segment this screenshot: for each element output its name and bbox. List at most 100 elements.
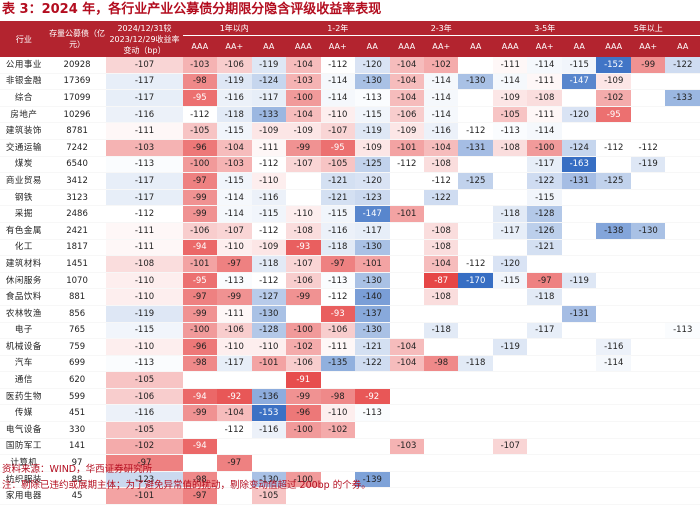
yield-cell: -108 bbox=[423, 222, 459, 240]
yield-cell: -106 bbox=[182, 222, 218, 240]
yield-cell bbox=[320, 371, 355, 389]
yield-cell: -112 bbox=[217, 421, 252, 439]
yield-cell: -117 bbox=[527, 156, 562, 174]
yield-cell bbox=[320, 438, 355, 456]
yield-cell bbox=[630, 305, 666, 323]
yield-cell: -105 bbox=[492, 106, 528, 124]
yield-cell: -114 bbox=[527, 57, 562, 74]
yield-cell bbox=[389, 222, 424, 240]
balance-cell: 620 bbox=[47, 371, 107, 389]
yield-cell: -95 bbox=[182, 89, 218, 107]
yield-cell: -118 bbox=[527, 288, 562, 306]
yield-cell bbox=[665, 454, 700, 472]
yield-cell bbox=[458, 57, 493, 74]
table-row: 商业贸易 3412 -117 -97 -115 -110 -121 -120 -112 -125-… bbox=[0, 172, 700, 190]
yield-cell: -104 bbox=[389, 89, 424, 107]
yield-cell bbox=[527, 255, 562, 273]
yield-cell: -110 bbox=[320, 106, 355, 124]
change-cell: -113 bbox=[106, 156, 183, 174]
yield-cell bbox=[561, 288, 597, 306]
yield-cell: -111 bbox=[251, 139, 287, 157]
yield-cell bbox=[458, 222, 493, 240]
yield-cell bbox=[561, 222, 597, 240]
yield-cell: -122 bbox=[527, 172, 562, 190]
yield-cell bbox=[458, 471, 493, 489]
yield-cell: -125 bbox=[596, 172, 631, 190]
yield-cell bbox=[389, 421, 424, 439]
balance-cell: 20928 bbox=[47, 57, 107, 74]
industry-cell: 化工 bbox=[0, 239, 48, 257]
change-cell: -111 bbox=[106, 239, 183, 257]
yield-cell bbox=[286, 305, 321, 323]
industry-cell: 纺织服装 bbox=[0, 471, 48, 489]
yield-cell: -106 bbox=[320, 322, 355, 340]
yield-cell: -94 bbox=[182, 388, 218, 406]
yield-cell bbox=[665, 487, 700, 505]
yield-cell: -119 bbox=[354, 122, 390, 140]
yield-cell: -115 bbox=[217, 172, 252, 190]
yield-cell bbox=[665, 222, 700, 240]
yield-cell bbox=[596, 322, 631, 340]
header-rating: AAA bbox=[492, 35, 528, 57]
yield-cell: -98 bbox=[182, 73, 218, 91]
change-cell: -115 bbox=[106, 322, 183, 340]
yield-cell bbox=[527, 454, 562, 472]
yield-cell: -93 bbox=[320, 305, 355, 323]
yield-cell: -115 bbox=[354, 106, 390, 124]
industry-cell: 公用事业 bbox=[0, 57, 48, 74]
yield-cell bbox=[527, 438, 562, 456]
yield-cell bbox=[320, 454, 355, 472]
yield-cell: -110 bbox=[320, 404, 355, 423]
yield-cell bbox=[458, 338, 493, 356]
yield-cell: -112 bbox=[251, 156, 287, 174]
yield-cell bbox=[389, 404, 424, 423]
industry-cell: 综合 bbox=[0, 89, 48, 107]
yield-cell: -128 bbox=[527, 205, 562, 223]
yield-cell: -106 bbox=[286, 355, 321, 373]
balance-cell: 765 bbox=[47, 322, 107, 340]
table-row: 建筑装饰 8781 -111 -105 -115 -109 -109 -107 -119 -109… bbox=[0, 122, 700, 140]
yield-cell bbox=[458, 89, 493, 107]
yield-cell bbox=[251, 454, 287, 472]
yield-cell bbox=[492, 355, 528, 373]
yield-cell: -120 bbox=[354, 57, 390, 74]
yield-cell bbox=[527, 305, 562, 323]
yield-cell bbox=[561, 89, 597, 107]
yield-cell bbox=[389, 288, 424, 306]
yield-cell bbox=[458, 305, 493, 323]
balance-cell: 1070 bbox=[47, 272, 107, 290]
yield-cell: -130 bbox=[251, 471, 287, 489]
change-cell: -116 bbox=[106, 404, 183, 423]
yield-cell: -99 bbox=[182, 205, 218, 223]
balance-cell: 7242 bbox=[47, 139, 107, 157]
yield-cell bbox=[561, 471, 597, 489]
yield-cell bbox=[217, 371, 252, 389]
change-cell: -112 bbox=[106, 205, 183, 223]
yield-cell: -109 bbox=[596, 73, 631, 91]
yield-cell bbox=[596, 189, 631, 207]
yield-cell bbox=[458, 438, 493, 456]
yield-cell bbox=[492, 388, 528, 406]
yield-cell bbox=[596, 487, 631, 505]
yield-cell: -130 bbox=[354, 322, 390, 340]
yield-cell: -170 bbox=[458, 272, 493, 290]
yield-cell bbox=[561, 205, 597, 223]
yield-cell bbox=[527, 421, 562, 439]
yield-cell bbox=[423, 338, 459, 356]
yield-cell bbox=[561, 438, 597, 456]
yield-cell bbox=[527, 471, 562, 489]
yield-cell bbox=[665, 371, 700, 389]
yield-cell bbox=[596, 239, 631, 257]
yield-cell: -95 bbox=[596, 106, 631, 124]
industry-cell: 休闲服务 bbox=[0, 272, 48, 290]
yield-cell: -114 bbox=[423, 73, 459, 91]
table-row: 化工 1817 -111 -94 -110 -109 -93 -118 -130 -108 -121 bbox=[0, 239, 700, 257]
yield-cell: -96 bbox=[182, 338, 218, 356]
yield-cell: -99 bbox=[182, 189, 218, 207]
yield-cell bbox=[389, 371, 424, 389]
yield-cell bbox=[320, 471, 355, 489]
yield-cell: -116 bbox=[320, 222, 355, 240]
yield-cell: -119 bbox=[492, 338, 528, 356]
yield-cell: -122 bbox=[423, 189, 459, 207]
yield-cell: -97 bbox=[182, 172, 218, 190]
